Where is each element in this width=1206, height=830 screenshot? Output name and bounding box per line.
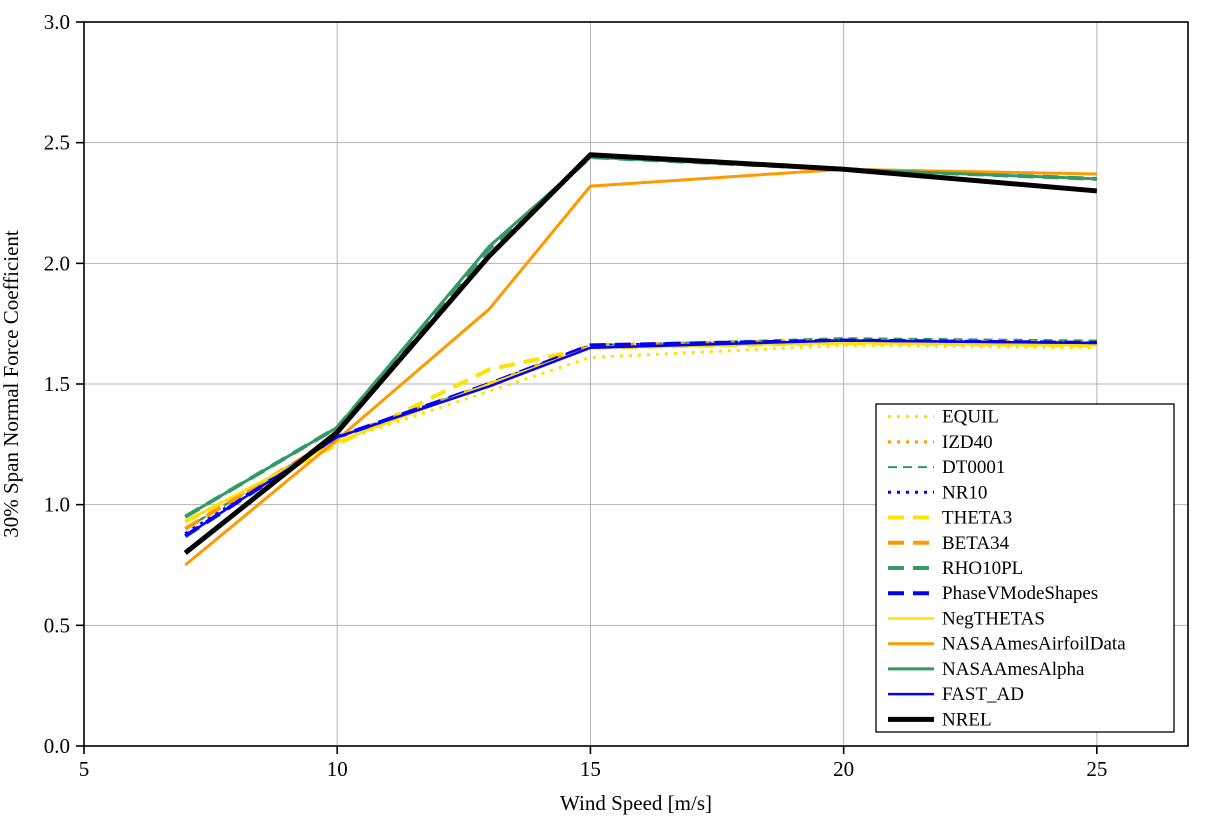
y-tick-label: 1.0	[44, 493, 70, 517]
legend-label-FAST_AD: FAST_AD	[942, 684, 1024, 705]
legend-label-NASAAmesAirfoilData: NASAAmesAirfoilData	[942, 634, 1126, 655]
series-line-NREL	[183, 152, 1098, 555]
x-tick-label: 10	[327, 757, 348, 781]
legend-label-EQUIL: EQUIL	[942, 407, 999, 428]
series-lines	[183, 152, 1098, 567]
x-tick-label: 15	[580, 757, 601, 781]
y-tick-label: 3.0	[44, 10, 70, 34]
legend-label-RHO10PL: RHO10PL	[942, 558, 1023, 579]
y-tick-label: 1.5	[44, 372, 70, 396]
y-axis-title: 30% Span Normal Force Coefficient	[0, 230, 23, 538]
legend-label-IZD40: IZD40	[942, 432, 993, 453]
legend-label-BETA34: BETA34	[942, 533, 1010, 554]
y-tick-label: 0.0	[44, 734, 70, 758]
legend-label-NR10: NR10	[942, 482, 987, 503]
gridlines	[84, 22, 1188, 746]
y-tick-label: 2.0	[44, 251, 70, 275]
axes: 5 10 15 20 25 0.0 0.5 1.0 1.5 2.0 2.5 3.0	[44, 10, 1189, 781]
legend-label-NREL: NREL	[942, 709, 992, 730]
y-tick-label: 2.5	[44, 131, 70, 155]
legend-label-NegTHETAS: NegTHETAS	[942, 608, 1045, 629]
legend-label-NASAAmesAlpha: NASAAmesAlpha	[942, 659, 1085, 680]
legend-label-DT0001: DT0001	[942, 457, 1005, 478]
x-axis-title: Wind Speed [m/s]	[560, 791, 712, 815]
y-tick-label: 0.5	[44, 613, 70, 637]
x-tick-label: 5	[79, 757, 90, 781]
x-tick-label: 25	[1086, 757, 1107, 781]
legend-label-PhaseVModeShapes: PhaseVModeShapes	[942, 583, 1098, 604]
x-tick-label: 20	[833, 757, 854, 781]
legend: EQUIL IZD40 DT0001 NR10 THETA3 BETA34 RHO10PL P…	[875, 403, 1175, 733]
legend-label-THETA3: THETA3	[942, 508, 1012, 529]
